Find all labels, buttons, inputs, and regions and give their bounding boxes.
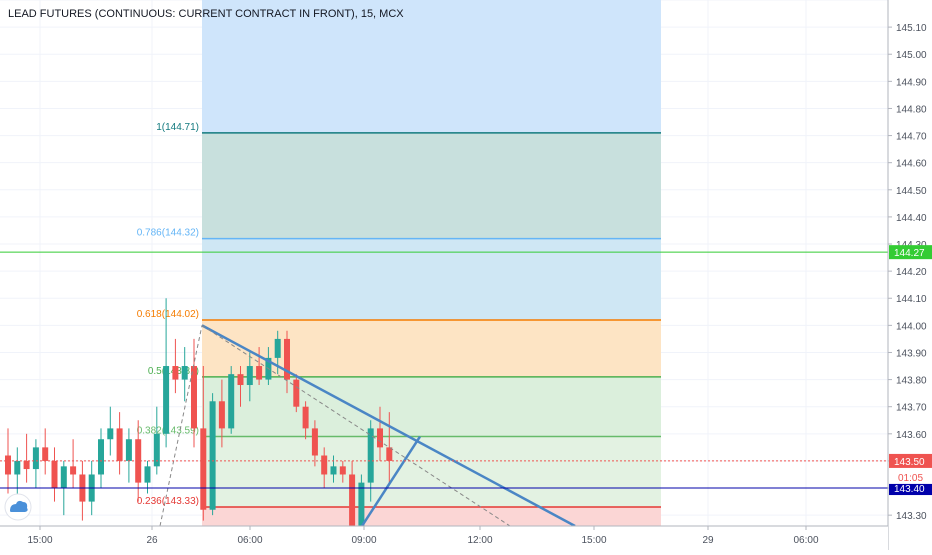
- fib-trend-dashed-left: [159, 325, 203, 527]
- time-tick-label: 26: [146, 535, 158, 546]
- time-axis[interactable]: 15:00 26 06:00 09:00 12:00 15:00 29 06:00: [0, 525, 888, 550]
- time-tick-label: 12:00: [467, 535, 492, 546]
- candle-body: [32, 447, 39, 470]
- candle-body: [218, 401, 225, 429]
- cloud-shape: [10, 500, 28, 512]
- candle-body: [60, 466, 67, 489]
- candle-body: [330, 466, 337, 475]
- candle-body: [42, 447, 49, 461]
- candle-body: [321, 455, 328, 475]
- candle-body: [200, 428, 207, 510]
- candle-body: [256, 366, 263, 380]
- fib-retracement[interactable]: 1(144.71)0.786(144.32)0.618(144.02)0.5(1…: [137, 0, 661, 526]
- fib-zone: [202, 436, 661, 508]
- candle-body: [358, 482, 365, 537]
- drawings-layer[interactable]: [159, 324, 576, 528]
- candle-body: [293, 379, 300, 407]
- candle-body: [98, 439, 104, 475]
- price-tick-label: 144.70: [896, 132, 927, 143]
- price-tick-label: 144.60: [896, 159, 927, 170]
- price-tick-label: 143.80: [896, 376, 927, 387]
- candle-body: [386, 447, 393, 461]
- candle-body: [116, 428, 123, 461]
- candle-body: [274, 338, 281, 358]
- candle-body: [246, 366, 253, 386]
- candle-body: [135, 439, 142, 483]
- fib-level-label: 0.618(144.02): [137, 309, 199, 320]
- fib-zone: [202, 132, 661, 239]
- price-tick-label: 144.90: [896, 77, 927, 88]
- fib-zone: [202, 376, 661, 437]
- price-tick-label: 143.60: [896, 430, 927, 441]
- candle-body: [191, 366, 197, 429]
- candle-body: [5, 455, 11, 475]
- price-tick-label: 145.00: [896, 50, 927, 61]
- time-axis-bg: [0, 526, 888, 550]
- chart-title: LEAD FUTURES (CONTINUOUS: CURRENT CONTRA…: [8, 8, 404, 20]
- candle-body: [377, 428, 383, 448]
- horizontal-lines-layer[interactable]: [0, 251, 888, 489]
- time-tick-label: 15:00: [27, 535, 52, 546]
- candle-body: [311, 428, 318, 456]
- candle-body: [153, 433, 160, 467]
- time-tick-label: 15:00: [581, 535, 606, 546]
- price-tick-label: 144.50: [896, 186, 927, 197]
- candle-body: [172, 366, 179, 380]
- price-tick-label: 144.20: [896, 267, 927, 278]
- countdown-bg: [889, 469, 932, 484]
- candle-body: [181, 366, 188, 380]
- price-tick-label: 145.10: [896, 23, 927, 34]
- green-horizontal-line-price-label-bg: [889, 245, 932, 260]
- candle-body: [237, 374, 244, 386]
- last-price-line-price-label-bg: [889, 453, 932, 468]
- fib-zone-extension: [202, 0, 661, 133]
- time-tick-label: 09:00: [351, 535, 376, 546]
- candle-body: [163, 366, 170, 434]
- time-tick-label: 29: [702, 535, 714, 546]
- time-tick-label: 06:00: [793, 535, 818, 546]
- candle-body: [51, 460, 58, 489]
- price-axis[interactable]: 143.30 143.40 143.50 143.60 143.70 143.80 143.…: [887, 0, 932, 550]
- time-tick-label: 06:00: [237, 535, 262, 546]
- candle-body: [209, 401, 216, 510]
- candle-body: [144, 466, 151, 483]
- price-tick-label: 144.40: [896, 213, 927, 224]
- price-tick-label: 144.00: [896, 321, 927, 332]
- candle-body: [302, 406, 309, 429]
- candle-body: [23, 460, 30, 470]
- candle-body: [14, 460, 21, 475]
- candles-layer: [5, 298, 393, 555]
- price-tick-label: 143.30: [896, 511, 927, 522]
- fib-level-label: 1(144.71): [156, 122, 199, 133]
- candle-body: [367, 428, 374, 483]
- blue-horizontal-line-price-label: 143.40: [894, 484, 925, 495]
- fib-level-label: 0.786(144.32): [137, 228, 199, 239]
- last-price-line-price-label: 143.50: [894, 457, 925, 468]
- trendline-up[interactable]: [360, 435, 422, 527]
- price-tick-label: 143.70: [896, 403, 927, 414]
- candle-body: [349, 474, 356, 537]
- candle-body: [284, 338, 290, 380]
- fib-zone: [202, 507, 661, 526]
- candle-body: [339, 466, 346, 475]
- price-tick-label: 144.10: [896, 294, 927, 305]
- blue-horizontal-line-price-label-bg: [889, 481, 932, 496]
- bar-countdown: 01:05: [898, 473, 923, 484]
- tradingview-cloud-icon[interactable]: [4, 493, 32, 521]
- green-horizontal-line-price-label: 144.27: [894, 248, 925, 259]
- fib-level-label: 0.236(143.33): [137, 496, 199, 507]
- candle-body: [70, 466, 77, 475]
- price-tick-label: 143.90: [896, 348, 927, 359]
- fib-trend-dashed: [201, 324, 511, 527]
- trendline-down[interactable]: [201, 324, 576, 528]
- candle-body: [125, 439, 132, 461]
- candle-body: [228, 374, 235, 429]
- candle-body: [107, 428, 114, 440]
- fib-zone: [202, 238, 661, 320]
- price-tick-label: 144.80: [896, 104, 927, 115]
